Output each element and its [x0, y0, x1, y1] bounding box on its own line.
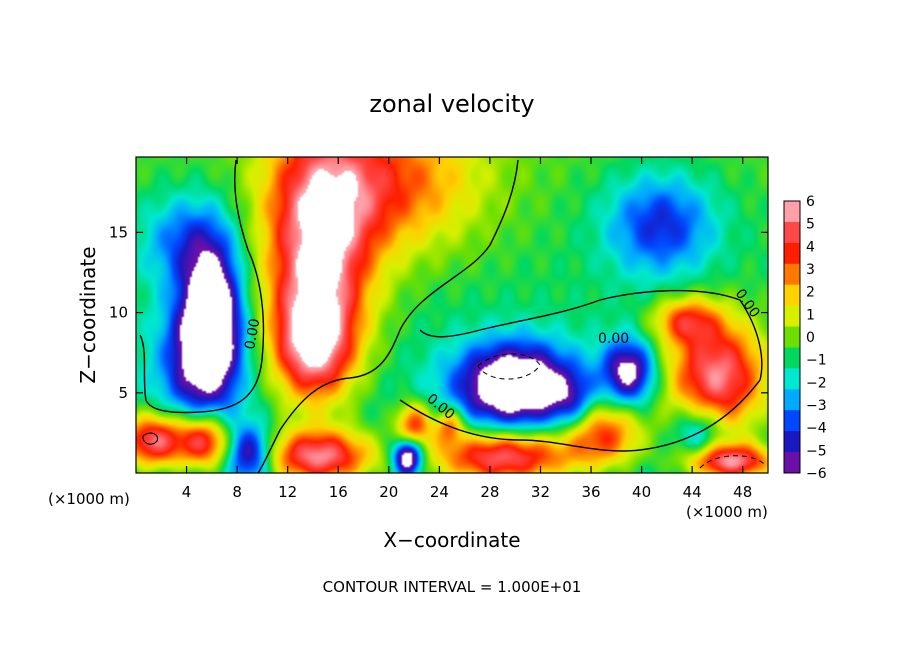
y-axis-ticks: 5 10 15 — [109, 223, 768, 402]
x-tick-label: 16 — [329, 483, 348, 501]
colorbar-tick-label: −3 — [806, 398, 827, 414]
y-tick-label: 10 — [109, 304, 128, 322]
zero-contour-central — [257, 159, 519, 473]
zero-contour-west — [139, 159, 265, 414]
colorbar-swatch — [784, 284, 800, 307]
colorbar-swatch — [784, 242, 800, 265]
colorbar-tick-label: 5 — [806, 217, 815, 233]
colorbar-frame — [783, 200, 801, 474]
colorbar-tick-label: 6 — [806, 194, 815, 210]
colorbar: 6 5 4 3 2 1 0 −1 −2 −3 −4 −5 −6 — [783, 194, 827, 482]
colorbar-swatch — [784, 263, 800, 286]
colorbar-swatch — [784, 368, 800, 390]
colorbar-swatch — [784, 431, 800, 453]
chart-title: zonal velocity — [369, 90, 534, 118]
zero-contour-east — [399, 289, 763, 452]
colorbar-swatch — [784, 305, 800, 328]
x-tick-label: 36 — [581, 483, 600, 501]
colorbar-swatch — [784, 452, 800, 474]
x-tick-label: 44 — [683, 483, 702, 501]
x-unit-right: (×1000 m) — [686, 503, 768, 521]
x-unit-left: (×1000 m) — [48, 490, 130, 508]
velocity-heatmap — [136, 157, 768, 473]
colorbar-tick-label: −5 — [806, 443, 827, 459]
colorbar-tick-label: −2 — [806, 375, 827, 391]
colorbar-swatch — [784, 201, 800, 223]
y-axis-label: Z−coordinate — [76, 246, 100, 383]
contour-southwest-loop — [142, 432, 159, 445]
colorbar-tick-label: 0 — [806, 330, 815, 346]
colorbar-tick-label: 1 — [806, 307, 815, 323]
y-tick-label: 15 — [109, 223, 128, 241]
x-tick-label: 28 — [480, 483, 499, 501]
x-axis-label: X−coordinate — [383, 528, 520, 552]
contour-label: 0.00 — [242, 317, 263, 350]
zero-contours — [139, 159, 767, 473]
colorbar-tick-label: −1 — [806, 353, 827, 369]
contour-label: 0.00 — [598, 331, 629, 347]
colorbar-swatch — [784, 347, 800, 369]
colorbar-swatch — [784, 389, 800, 411]
colorbar-tick-label: −6 — [806, 466, 827, 482]
contour-dashed-southeast — [699, 455, 767, 469]
x-tick-label: 8 — [232, 483, 242, 501]
colorbar-tick-label: 3 — [806, 262, 815, 278]
plot-frame — [135, 156, 769, 474]
x-tick-label: 32 — [531, 483, 550, 501]
x-tick-label: 20 — [379, 483, 398, 501]
y-tick-label: 5 — [118, 384, 128, 402]
x-axis-ticks: 4 8 12 16 20 24 28 32 36 40 44 48 — [182, 157, 752, 501]
colorbar-tick-label: −4 — [806, 421, 827, 437]
contour-interval-note: CONTOUR INTERVAL = 1.000E+01 — [323, 578, 582, 596]
x-tick-label: 40 — [632, 483, 651, 501]
colorbar-swatch — [784, 221, 800, 244]
colorbar-tick-label: 2 — [806, 285, 815, 301]
colorbar-swatch — [784, 410, 800, 432]
colorbar-tick-label: 4 — [806, 239, 815, 255]
x-tick-label: 48 — [733, 483, 752, 501]
x-tick-label: 12 — [278, 483, 297, 501]
x-tick-label: 24 — [430, 483, 449, 501]
colorbar-swatch — [784, 326, 800, 348]
x-tick-label: 4 — [182, 483, 192, 501]
contour-dashed-center — [477, 353, 541, 380]
